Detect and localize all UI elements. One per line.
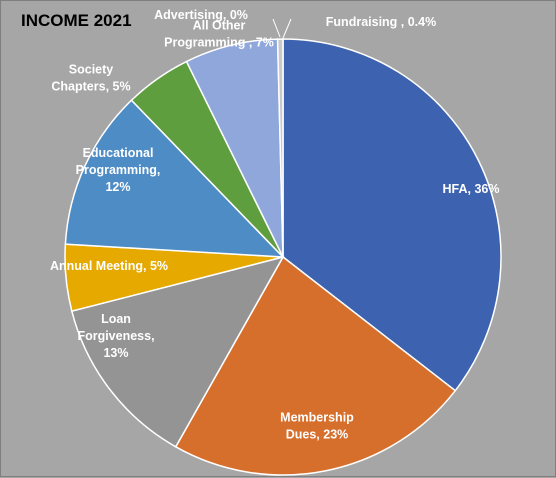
- leader-line-advertising: [272, 18, 281, 38]
- leader-line-fundraising: [282, 18, 292, 39]
- slice-label-loan-forgiveness: Loan Forgiveness, 13%: [77, 312, 154, 360]
- slice-label-fundraising: Fundraising , 0.4%: [326, 15, 436, 29]
- slice-label-membership-dues: Membership Dues, 23%: [280, 411, 354, 442]
- pie-slice-membership-dues: [174, 255, 457, 476]
- slice-label-hfa: HFA, 36%: [443, 182, 500, 196]
- pie-slices: [64, 38, 502, 476]
- slice-label-advertising: Advertising, 0%: [154, 8, 248, 22]
- pie-slice-hfa: [282, 38, 502, 392]
- pie-slice-educational-programming: [64, 99, 285, 258]
- pie-slice-loan-forgiveness: [70, 255, 285, 448]
- leader-lines: [272, 18, 292, 39]
- slice-label-annual-meeting: Annual Meeting, 5%: [50, 259, 168, 273]
- pie-slice-fundraising: [276, 38, 284, 258]
- slice-label-all-other-programming: All Other Programming , 7%: [164, 19, 274, 50]
- slice-label-educational-programming: Educational Programming, 12%: [76, 146, 161, 194]
- chart-title: INCOME 2021: [21, 11, 132, 30]
- slice-label-society-chapters: Society Chapters, 5%: [51, 63, 130, 94]
- slice-labels: HFA, 36% Membership Dues, 23% Loan Forgivene…: [50, 8, 500, 442]
